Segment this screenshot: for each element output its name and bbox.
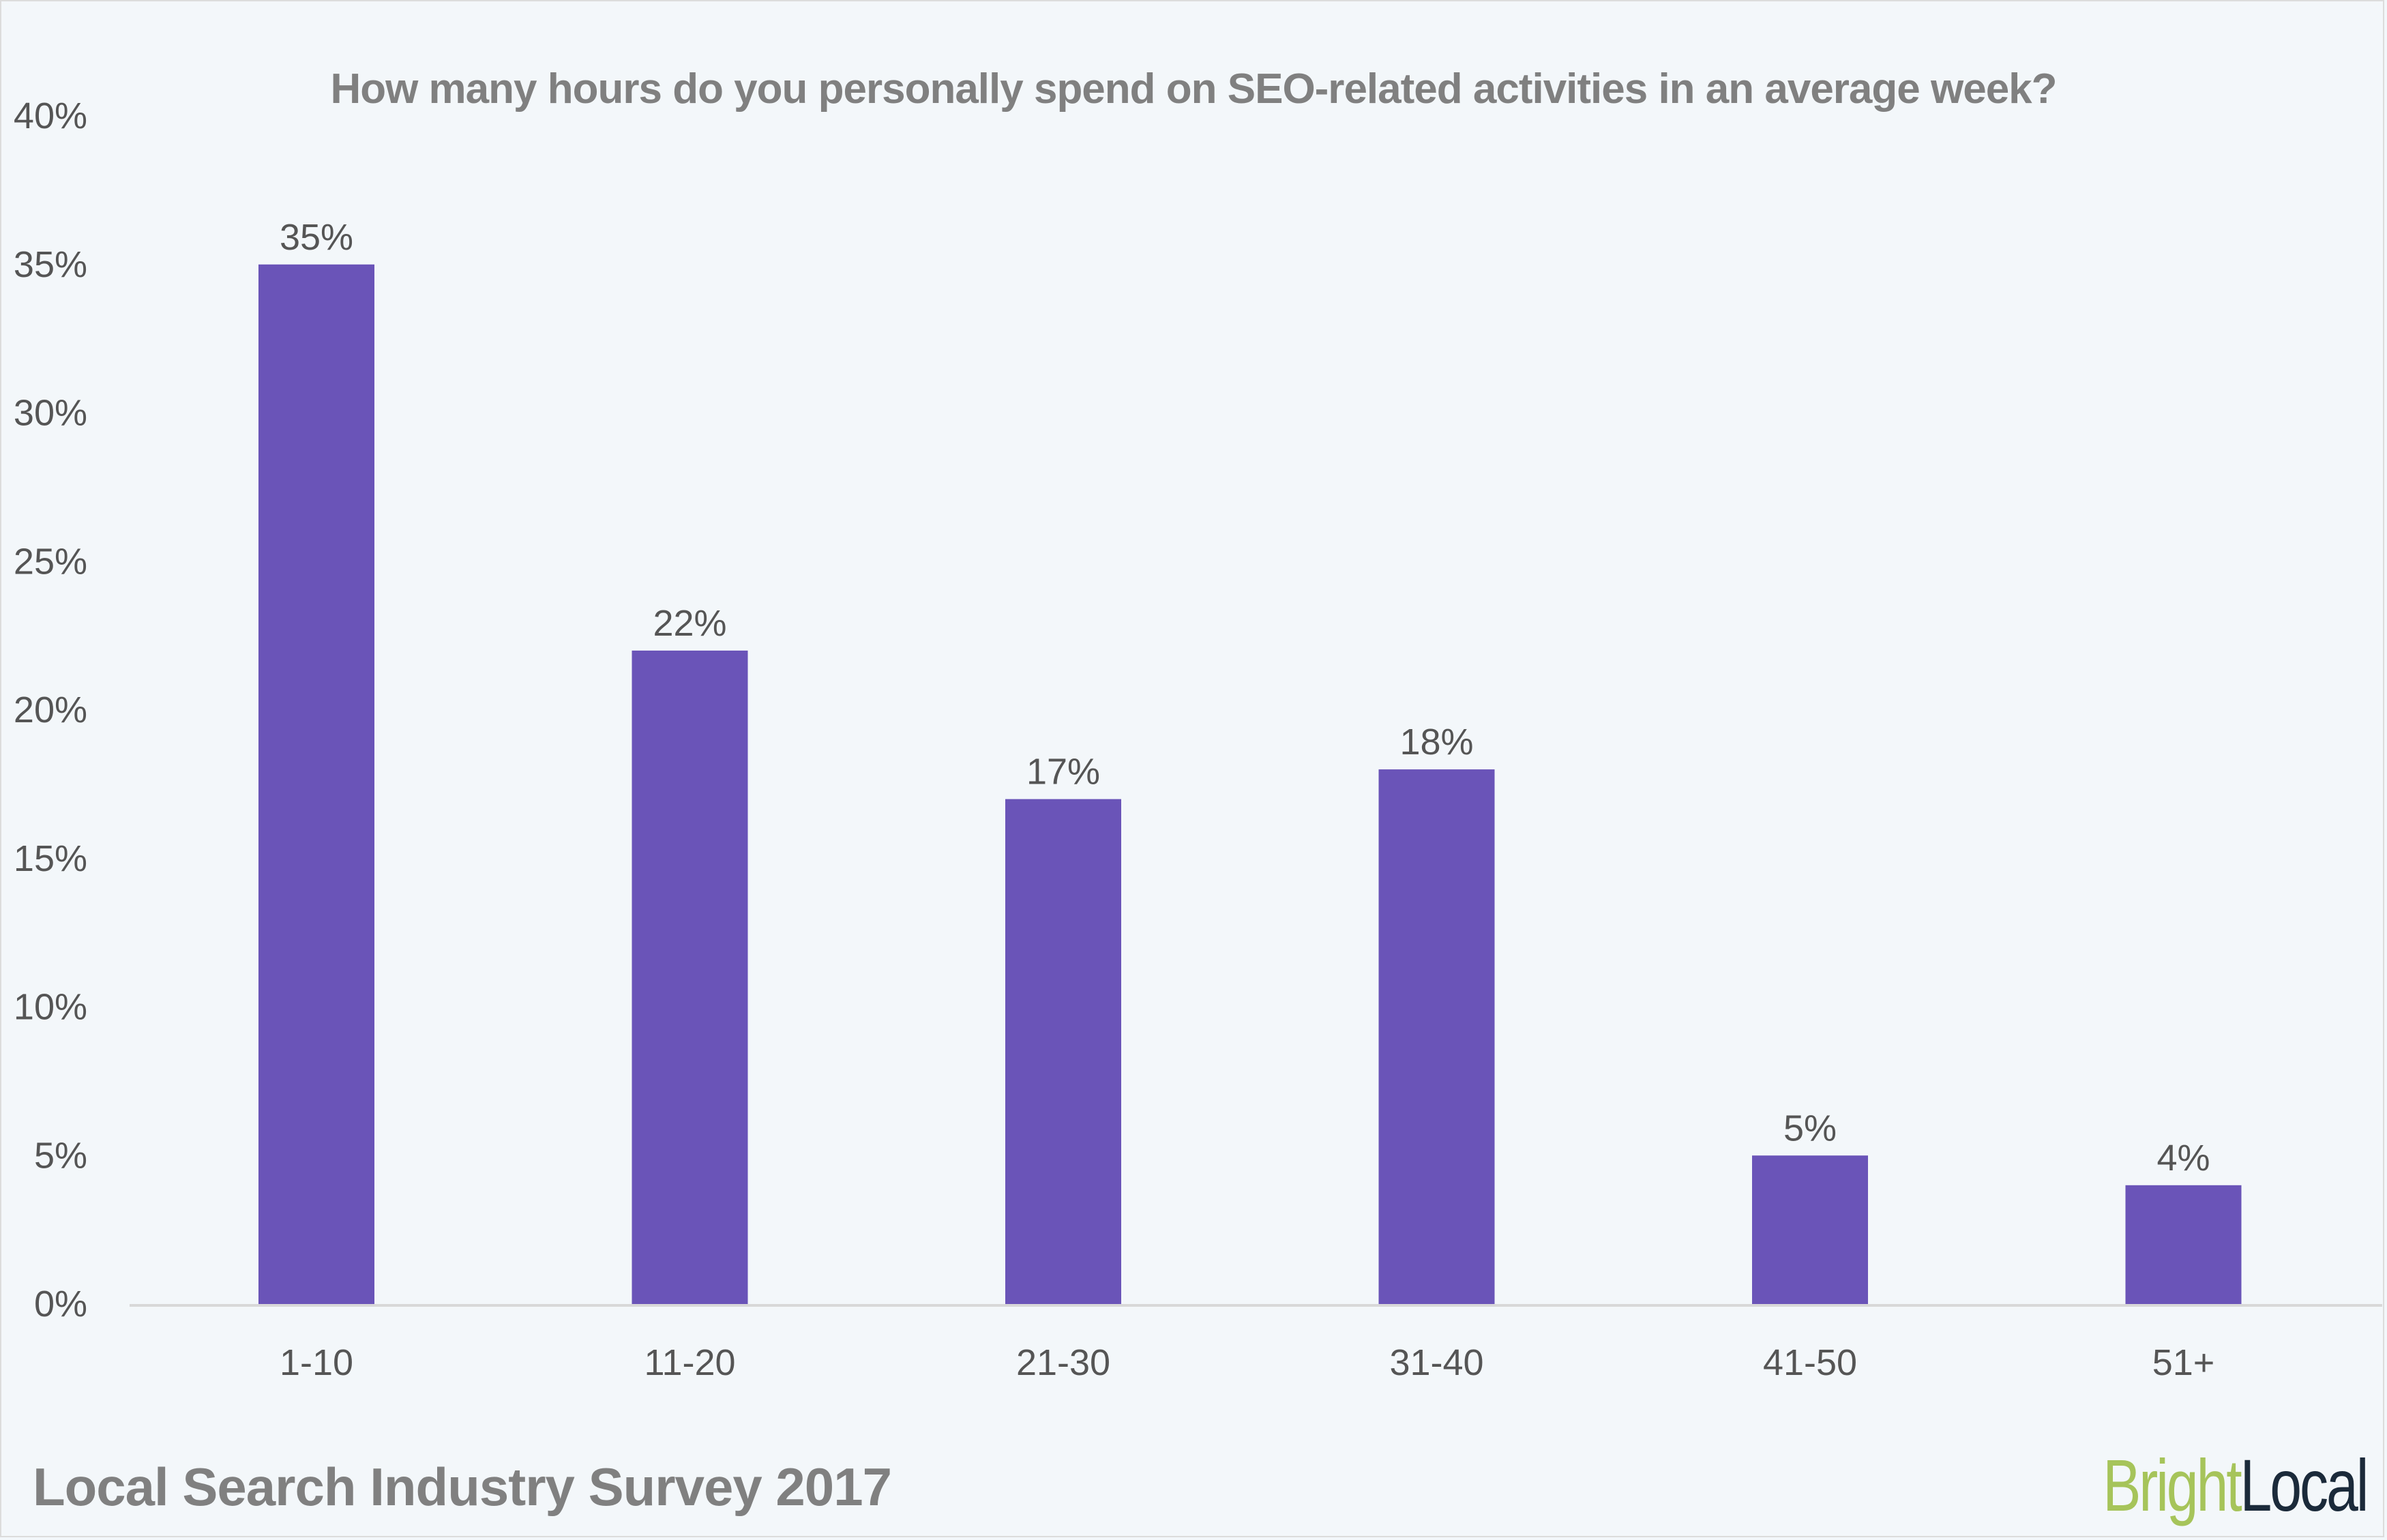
- bars: [258, 264, 2242, 1304]
- y-tick-label: 40%: [14, 95, 87, 136]
- x-axis: 1-10 11-20 21-30 31-40 41-50 51+: [280, 1342, 2214, 1383]
- data-label: 17%: [1026, 752, 1100, 793]
- x-tick-label: 21-30: [1016, 1342, 1110, 1383]
- y-tick-label: 25%: [14, 541, 87, 582]
- bar-21-30: [1005, 799, 1121, 1304]
- logo-bright-text: Bright: [2102, 1444, 2242, 1526]
- data-label: 4%: [2156, 1138, 2210, 1179]
- y-tick-label: 20%: [14, 690, 87, 730]
- bar-41-50: [1752, 1155, 1868, 1304]
- y-tick-label: 35%: [14, 244, 87, 285]
- bar-31-40: [1378, 769, 1495, 1304]
- data-label: 5%: [1783, 1108, 1837, 1149]
- y-tick-label: 30%: [14, 393, 87, 434]
- survey-source-label: Local Search Industry Survey 2017: [33, 1457, 892, 1517]
- y-tick-label: 5%: [34, 1135, 87, 1176]
- brightlocal-logo: BrightLocal: [2102, 1442, 2369, 1528]
- data-label: 22%: [653, 603, 726, 644]
- y-tick-label: 15%: [14, 838, 87, 879]
- logo-local-text: Local: [2240, 1444, 2369, 1526]
- bar-51+: [2125, 1185, 2242, 1304]
- y-tick-label: 0%: [34, 1284, 87, 1324]
- x-tick-label: 41-50: [1763, 1342, 1857, 1383]
- bar-1-10: [258, 264, 374, 1304]
- y-axis: 0% 5% 10% 15% 20% 25% 30% 35% 40%: [14, 95, 87, 1324]
- chart-title: How many hours do you personally spend o…: [330, 65, 2057, 113]
- data-labels: 35% 22% 17% 18% 5% 4%: [280, 217, 2210, 1179]
- x-tick-label: 11-20: [644, 1342, 735, 1383]
- data-label: 18%: [1399, 722, 1473, 762]
- data-label: 35%: [280, 217, 353, 258]
- x-tick-label: 51+: [2152, 1342, 2215, 1383]
- x-tick-label: 1-10: [280, 1342, 353, 1383]
- x-tick-label: 31-40: [1389, 1342, 1483, 1383]
- y-tick-label: 10%: [14, 987, 87, 1028]
- bar-11-20: [632, 650, 748, 1304]
